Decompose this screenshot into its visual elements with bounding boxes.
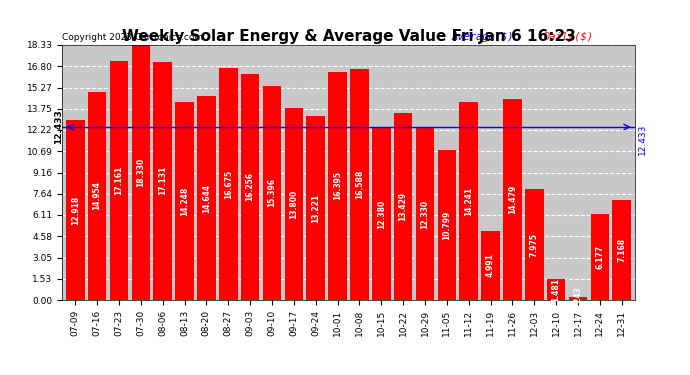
Bar — [88, 92, 106, 300]
Text: 6.177: 6.177 — [595, 245, 604, 269]
Text: 16.588: 16.588 — [355, 170, 364, 199]
Text: 12.330: 12.330 — [420, 200, 429, 229]
Text: 16.675: 16.675 — [224, 170, 233, 199]
Text: 17.161: 17.161 — [115, 166, 124, 195]
Bar — [110, 61, 128, 300]
Bar — [153, 62, 172, 300]
Text: Daily($): Daily($) — [543, 33, 593, 42]
Bar — [66, 120, 84, 300]
Title: Weekly Solar Energy & Average Value Fri Jan 6 16:23: Weekly Solar Energy & Average Value Fri … — [121, 29, 575, 44]
Bar — [241, 74, 259, 300]
Bar — [460, 102, 478, 300]
Bar — [284, 108, 303, 300]
Bar — [481, 231, 500, 300]
Text: 15.396: 15.396 — [268, 178, 277, 207]
Bar — [415, 129, 434, 300]
Text: 4.991: 4.991 — [486, 254, 495, 277]
Text: 7.168: 7.168 — [617, 238, 627, 262]
Bar — [503, 99, 522, 300]
Text: 14.241: 14.241 — [464, 186, 473, 216]
Text: 1.481: 1.481 — [551, 278, 560, 302]
Text: 16.395: 16.395 — [333, 171, 342, 201]
Bar — [525, 189, 544, 300]
Text: 12.433: 12.433 — [54, 110, 63, 144]
Text: 14.479: 14.479 — [508, 184, 517, 214]
Bar — [175, 102, 194, 300]
Text: 13.221: 13.221 — [311, 194, 320, 223]
Text: 12.918: 12.918 — [70, 195, 80, 225]
Bar — [197, 96, 216, 300]
Bar — [219, 68, 237, 300]
Bar — [437, 150, 456, 300]
Text: 7.975: 7.975 — [530, 232, 539, 256]
Text: Average($): Average($) — [451, 33, 514, 42]
Bar — [350, 69, 368, 300]
Text: Copyright 2023 Cartronics.com: Copyright 2023 Cartronics.com — [62, 33, 204, 42]
Text: 14.954: 14.954 — [92, 182, 101, 210]
Text: 13.800: 13.800 — [289, 189, 298, 219]
Bar — [569, 297, 587, 300]
Bar — [132, 45, 150, 300]
Bar — [263, 86, 282, 300]
Bar — [306, 116, 325, 300]
Bar — [394, 113, 413, 300]
Text: 13.429: 13.429 — [399, 192, 408, 221]
Text: 14.644: 14.644 — [202, 184, 211, 213]
Text: 0.243: 0.243 — [573, 286, 582, 310]
Text: 10.799: 10.799 — [442, 210, 451, 240]
Text: 12.380: 12.380 — [377, 199, 386, 228]
Bar — [372, 128, 391, 300]
Bar — [591, 214, 609, 300]
Bar — [328, 72, 347, 300]
Bar — [546, 279, 565, 300]
Text: 17.131: 17.131 — [158, 166, 167, 195]
Bar — [613, 200, 631, 300]
Text: 14.248: 14.248 — [180, 186, 189, 216]
Text: 18.330: 18.330 — [137, 158, 146, 187]
Text: 16.256: 16.256 — [246, 172, 255, 201]
